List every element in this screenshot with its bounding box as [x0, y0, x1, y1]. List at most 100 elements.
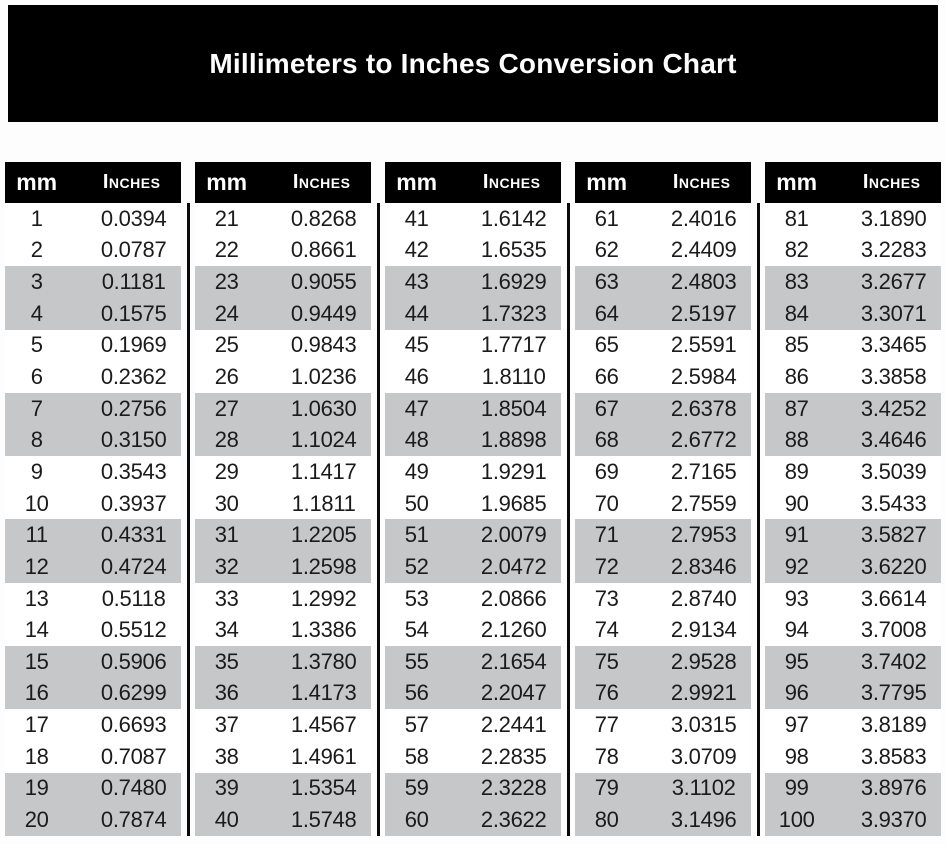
mm-value: 95	[784, 648, 809, 674]
column-header-inches: Inches	[102, 171, 161, 193]
inches-value: 0.6299	[100, 680, 167, 706]
table-body: 81 3.1890 82 3.2283 83 3.2677 84 3.3071 85 3.3465…	[765, 203, 941, 836]
mm-value: 94	[784, 617, 809, 643]
inches-value: 0.6693	[100, 712, 167, 738]
mm-value: 69	[594, 458, 619, 484]
inches-value: 0.7480	[100, 775, 167, 801]
table-row: 40 1.5748	[195, 804, 371, 836]
inches-value: 1.6535	[480, 237, 547, 263]
inches-value: 1.2205	[290, 522, 357, 548]
table-row: 64 2.5197	[575, 297, 751, 330]
inches-value: 2.7165	[670, 458, 737, 484]
table-row: 91 3.5827	[765, 519, 941, 552]
column-header-mm: mm	[776, 169, 818, 195]
mm-value: 11	[25, 522, 49, 548]
table-row: 68 2.6772	[575, 424, 751, 457]
table-row: 15 0.5906	[5, 645, 181, 678]
mm-value: 44	[404, 300, 429, 326]
table-row: 54 2.1260	[385, 614, 561, 646]
mm-value: 33	[214, 585, 239, 611]
inches-value: 3.8976	[860, 775, 927, 801]
table-row: 53 2.0866	[385, 583, 561, 615]
inches-value: 1.8110	[481, 364, 546, 390]
table-row: 41 1.6142	[385, 203, 561, 235]
table-row: 56 2.2047	[385, 677, 561, 710]
table-row: 21 0.8268	[195, 203, 371, 235]
table-header: mm Inches	[765, 162, 941, 203]
table-header: mm Inches	[195, 162, 371, 203]
inches-value: 1.2992	[290, 585, 357, 611]
mm-value: 18	[24, 743, 49, 769]
inches-value: 1.5354	[290, 775, 357, 801]
conversion-table-4: mm Inches 61 2.4016 62 2.4409 63 2.4803 64 2.5197…	[575, 162, 751, 836]
inches-value: 2.3228	[480, 775, 547, 801]
page-title: Millimeters to Inches Conversion Chart	[209, 47, 737, 79]
column-header-mm: mm	[16, 169, 58, 195]
table-row: 89 3.5039	[765, 456, 941, 488]
inches-value: 0.5512	[100, 617, 167, 643]
column-header-mm: mm	[396, 169, 438, 195]
mm-value: 51	[404, 522, 429, 548]
table-row: 50 1.9685	[385, 488, 561, 520]
inches-value: 2.9134	[670, 617, 737, 643]
mm-value: 77	[594, 712, 619, 738]
mm-value: 97	[784, 712, 809, 738]
table-row: 30 1.1811	[195, 488, 371, 520]
inches-value: 0.1181	[101, 269, 166, 295]
table-row: 2 0.0787	[5, 235, 181, 267]
table-row: 34 1.3386	[195, 614, 371, 646]
table-divider	[756, 203, 760, 836]
mm-value: 65	[594, 332, 619, 358]
table-row: 28 1.1024	[195, 424, 371, 457]
column-header-inches: Inches	[292, 171, 351, 193]
table-row: 49 1.9291	[385, 456, 561, 488]
table-row: 58 2.2835	[385, 741, 561, 773]
table-row: 19 0.7480	[5, 772, 181, 805]
table-row: 96 3.7795	[765, 677, 941, 710]
inches-value: 3.2677	[860, 269, 927, 295]
table-row: 65 2.5591	[575, 330, 751, 362]
inches-value: 3.5433	[860, 490, 927, 516]
inches-value: 3.4252	[860, 395, 927, 421]
inches-value: 2.2441	[480, 712, 547, 738]
table-row: 90 3.5433	[765, 488, 941, 520]
inches-value: 0.5118	[101, 585, 166, 611]
inches-value: 0.2756	[100, 395, 167, 421]
table-row: 67 2.6378	[575, 392, 751, 425]
table-row: 80 3.1496	[575, 804, 751, 836]
table-row: 24 0.9449	[195, 297, 371, 330]
table-row: 26 1.0236	[195, 361, 371, 393]
inches-value: 2.0079	[480, 522, 547, 548]
inches-value: 2.6378	[670, 395, 737, 421]
mm-value: 16	[24, 680, 49, 706]
inches-value: 1.2598	[290, 553, 357, 579]
table-row: 32 1.2598	[195, 551, 371, 583]
table-row: 36 1.4173	[195, 677, 371, 710]
inches-value: 0.9843	[290, 332, 357, 358]
table-row: 4 0.1575	[5, 297, 181, 330]
mm-value: 43	[404, 269, 429, 295]
inches-value: 2.2835	[480, 743, 547, 769]
mm-value: 40	[214, 806, 239, 832]
table-row: 33 1.2992	[195, 583, 371, 615]
table-body: 1 0.0394 2 0.0787 3 0.1181 4 0.1575 5 0.1969 6 0.23…	[5, 203, 181, 836]
mm-value: 56	[404, 680, 429, 706]
table-row: 72 2.8346	[575, 551, 751, 583]
mm-value: 66	[594, 364, 619, 390]
table-row: 100 3.9370	[765, 804, 941, 836]
table-row: 98 3.8583	[765, 741, 941, 773]
inches-value: 3.4646	[860, 427, 927, 453]
mm-value: 25	[214, 332, 239, 358]
table-row: 8 0.3150	[5, 424, 181, 457]
mm-value: 83	[784, 269, 809, 295]
column-header-mm: mm	[206, 169, 248, 195]
inches-value: 0.4331	[100, 522, 167, 548]
table-row: 48 1.8898	[385, 424, 561, 457]
inches-value: 3.5827	[860, 522, 927, 548]
mm-value: 88	[784, 427, 809, 453]
mm-value: 50	[404, 490, 429, 516]
table-row: 22 0.8661	[195, 235, 371, 267]
mm-value: 68	[594, 427, 619, 453]
table-row: 12 0.4724	[5, 551, 181, 583]
inches-value: 2.4016	[670, 205, 737, 231]
